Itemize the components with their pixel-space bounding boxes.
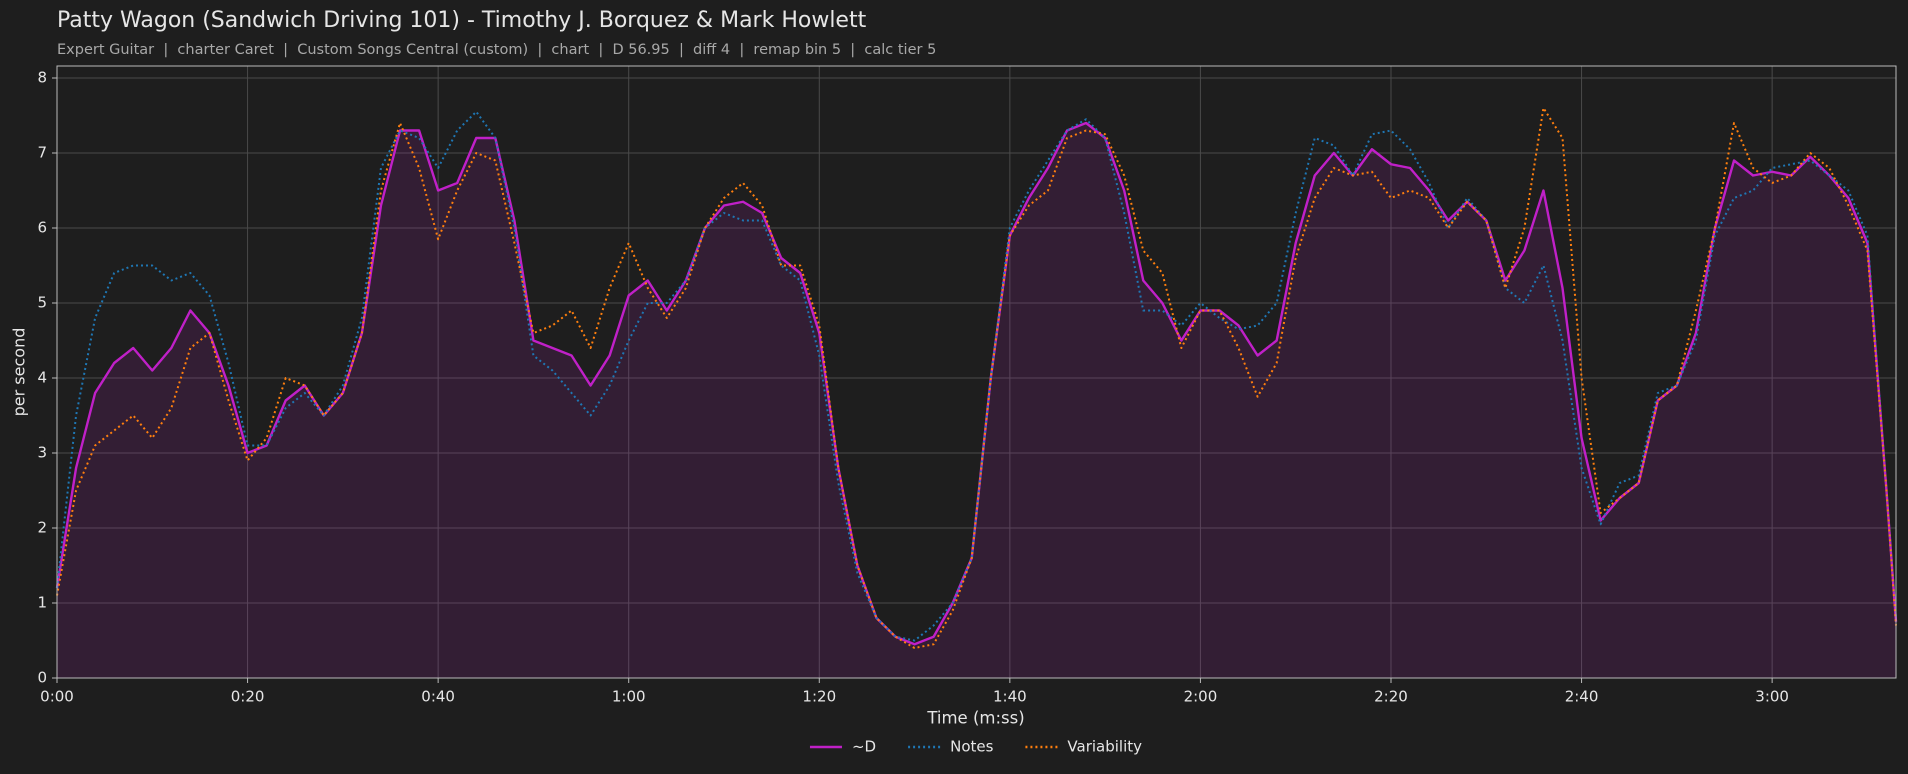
y-tick-label: 7 [37, 144, 47, 162]
legend: ~D Notes Variability [809, 738, 1142, 756]
chart-subtitle: Expert Guitar | charter Caret | Custom S… [57, 42, 936, 58]
x-tick-label: 2:40 [1565, 688, 1599, 706]
y-tick-label: 5 [37, 294, 47, 312]
plot-frame [56, 65, 1897, 679]
x-axis-label: Time (m:ss) [926, 709, 1024, 728]
x-tick-label: 1:20 [802, 688, 836, 706]
x-tick-label: 3:00 [1755, 688, 1789, 706]
y-tick-label: 8 [37, 69, 47, 87]
line [56, 110, 1897, 642]
legend-label: ~D [852, 738, 876, 756]
x-tick-label: 0:00 [40, 688, 74, 706]
line [56, 107, 1897, 649]
y-tick-label: 6 [37, 219, 47, 237]
y-tick-label: 1 [37, 594, 47, 612]
y-axis-label: per second [10, 328, 29, 417]
legend-label: Variability [1067, 738, 1142, 756]
x-tick-label: 1:00 [612, 688, 646, 706]
x-tick-label: 0:20 [231, 688, 265, 706]
y-tick-label: 2 [37, 519, 47, 537]
y-tick-label: 0 [37, 669, 47, 687]
x-tick-label: 1:40 [993, 688, 1027, 706]
x-tick-label: 0:40 [421, 688, 455, 706]
area [57, 123, 1896, 678]
x-tick-label: 2:20 [1374, 688, 1408, 706]
legend-label: Notes [950, 738, 994, 756]
chart-title: Patty Wagon (Sandwich Driving 101) - Tim… [57, 8, 867, 33]
y-tick-label: 4 [37, 369, 47, 387]
y-tick-label: 3 [37, 444, 47, 462]
x-tick-label: 2:00 [1184, 688, 1218, 706]
